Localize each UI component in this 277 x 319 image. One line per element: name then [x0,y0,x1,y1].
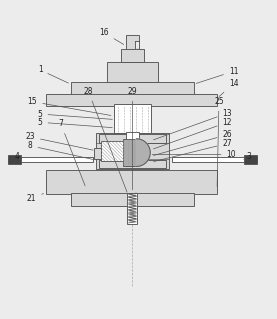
Text: 26: 26 [153,130,232,155]
Bar [71,81,194,95]
Text: 13: 13 [153,109,232,140]
Text: 11: 11 [196,67,238,83]
Bar [7,157,93,162]
Text: 16: 16 [99,28,124,45]
Text: 4: 4 [14,152,21,161]
Bar [71,193,194,206]
Bar [120,49,144,62]
Bar [126,132,138,167]
Bar [46,94,217,106]
Text: 28: 28 [84,87,127,192]
Bar [96,133,169,169]
Bar [123,139,137,167]
Bar [171,157,257,162]
Bar [244,155,257,164]
Text: 5: 5 [38,118,112,128]
Bar [135,41,139,48]
Text: 1: 1 [38,65,68,83]
Text: 15: 15 [28,97,111,115]
Polygon shape [137,139,150,167]
Bar [125,35,139,51]
Text: 23: 23 [25,132,93,150]
Text: 10: 10 [152,150,236,159]
Text: 27: 27 [154,139,232,162]
Text: 14: 14 [219,79,238,96]
Text: 29: 29 [128,87,137,190]
Text: 3: 3 [244,152,252,161]
Bar [107,62,158,82]
Bar [127,193,137,224]
Text: 5: 5 [38,109,112,119]
Text: 12: 12 [153,118,232,149]
Bar [101,141,125,161]
Text: 25: 25 [214,97,224,187]
Bar [46,170,217,194]
Text: 7: 7 [58,119,85,186]
Bar [7,155,21,164]
Text: 21: 21 [27,194,43,203]
Bar [114,104,151,133]
Bar [99,160,166,168]
Text: 8: 8 [28,141,93,160]
Bar [94,148,101,159]
Bar [99,134,166,143]
